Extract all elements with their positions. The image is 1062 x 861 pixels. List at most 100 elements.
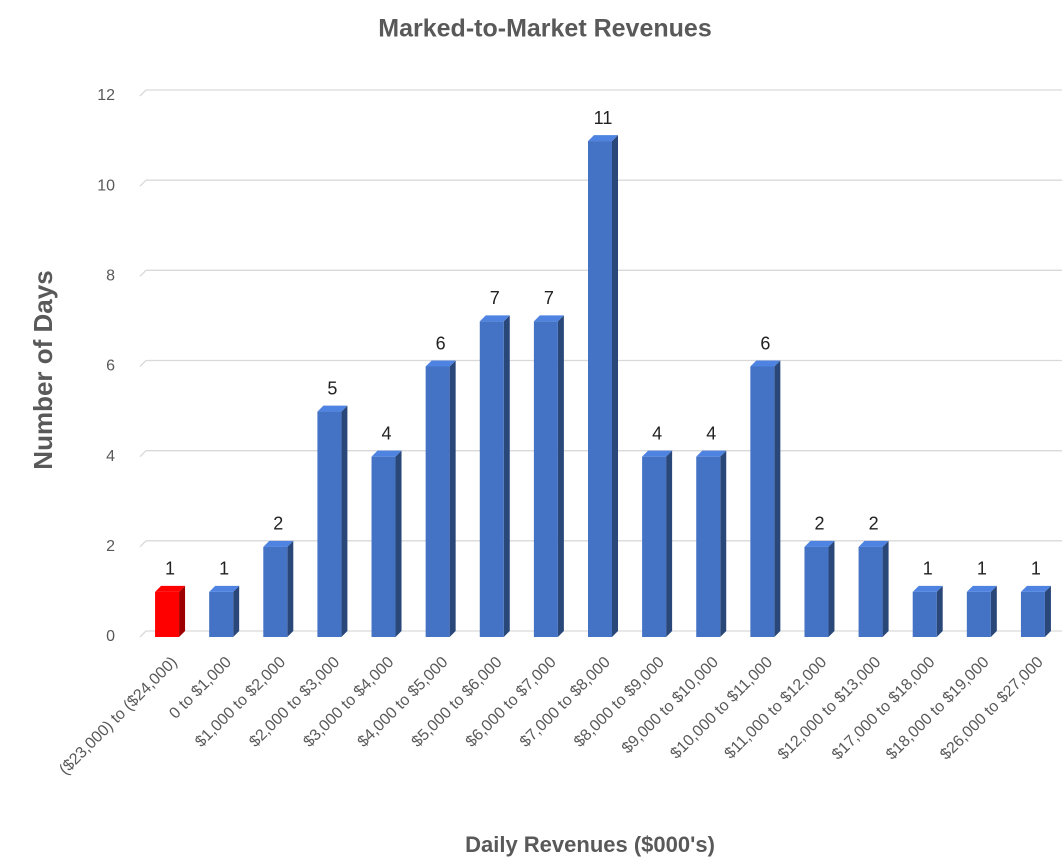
bar xyxy=(750,366,775,637)
bar-side xyxy=(720,450,727,637)
bar xyxy=(209,591,234,637)
bar-top xyxy=(750,360,781,367)
y-tick-label: 10 xyxy=(97,177,115,194)
bar-side xyxy=(1044,585,1051,637)
bar-top xyxy=(966,585,997,592)
bar xyxy=(425,366,450,637)
grid-line-edge xyxy=(139,89,147,97)
bar-top xyxy=(642,450,673,457)
x-tick-label: $3,000 to $4,000 xyxy=(300,654,397,751)
bar-side xyxy=(774,360,781,637)
bar-top xyxy=(858,540,889,547)
bar-side xyxy=(179,585,186,637)
bar-side xyxy=(503,315,510,637)
x-tick-label: $5,000 to $6,000 xyxy=(409,654,506,751)
x-tick-label: $1,000 to $2,000 xyxy=(192,654,289,751)
x-tick-label: $4,000 to $5,000 xyxy=(355,654,452,751)
bar xyxy=(155,591,180,637)
x-axis-label: Daily Revenues ($000's) xyxy=(465,832,715,857)
value-label: 6 xyxy=(436,333,446,353)
value-label: 1 xyxy=(1031,559,1041,579)
x-tick-label: $6,000 to $7,000 xyxy=(463,654,560,751)
bar-side xyxy=(828,540,835,637)
value-label: 1 xyxy=(219,559,229,579)
y-tick-label: 8 xyxy=(106,268,115,285)
grid-line-edge xyxy=(139,630,147,638)
value-label: 2 xyxy=(273,514,283,534)
grid-line-edge xyxy=(139,450,147,458)
y-tick-label: 2 xyxy=(106,538,115,555)
grid-line-edge xyxy=(139,360,147,367)
grid-line-edge xyxy=(139,179,147,187)
x-tick-label: $18,000 to $19,000 xyxy=(883,654,993,764)
bar-top xyxy=(425,360,456,367)
bar-top xyxy=(912,585,943,592)
bar-side xyxy=(341,405,348,637)
value-label: 6 xyxy=(760,333,770,353)
bar-top xyxy=(533,315,564,322)
x-tick-label: ($23,000) to ($24,000) xyxy=(56,654,181,779)
value-label: 7 xyxy=(490,288,500,308)
bar xyxy=(1020,591,1045,637)
bar-side xyxy=(449,360,456,637)
y-tick-label: 4 xyxy=(106,448,115,465)
x-tick-label: $9,000 to $10,000 xyxy=(619,654,722,757)
value-label: 2 xyxy=(869,514,879,534)
bar xyxy=(858,546,883,637)
bar-side xyxy=(395,450,402,637)
value-label: 2 xyxy=(814,514,824,534)
bar xyxy=(966,591,991,637)
bar-side xyxy=(612,135,618,638)
x-tick-label: $17,000 to $18,000 xyxy=(829,654,939,764)
bar-side xyxy=(990,585,997,637)
grid-line-edge xyxy=(139,540,147,548)
bar xyxy=(912,591,937,637)
bar-side xyxy=(936,585,943,637)
bar-top xyxy=(804,540,835,547)
value-label: 4 xyxy=(652,423,662,443)
value-label: 1 xyxy=(923,559,933,579)
bar xyxy=(696,456,721,637)
y-tick-label: 6 xyxy=(106,358,115,375)
bar-top xyxy=(1020,585,1051,592)
bar-side xyxy=(557,315,564,637)
bar-top xyxy=(155,585,186,592)
bar xyxy=(263,546,288,637)
bar xyxy=(371,456,396,637)
value-label: 1 xyxy=(977,559,987,579)
x-tick-label: $11,000 to $12,000 xyxy=(722,654,831,763)
bar-top xyxy=(263,540,294,547)
grid-line-edge xyxy=(139,269,147,277)
bar-top xyxy=(317,405,348,412)
value-label: 5 xyxy=(327,378,337,398)
bar-top xyxy=(696,450,727,457)
chart-title: Marked-to-Market Revenues xyxy=(378,15,711,43)
bar-side xyxy=(666,450,673,637)
y-axis-label: Number of Days xyxy=(28,270,58,469)
bar-side xyxy=(882,540,889,637)
bar-top xyxy=(479,315,510,322)
bar-side xyxy=(287,540,294,637)
bar-top xyxy=(209,585,240,592)
bar xyxy=(588,141,612,638)
value-label: 4 xyxy=(382,423,392,443)
bar-top xyxy=(588,135,618,142)
bar xyxy=(533,321,558,637)
bar-side xyxy=(233,585,240,637)
bar xyxy=(804,546,829,637)
x-tick-label: $26,000 to $27,000 xyxy=(937,654,1047,764)
value-label: 11 xyxy=(594,108,613,128)
y-tick-label: 0 xyxy=(106,628,115,645)
x-tick-label: $12,000 to $13,000 xyxy=(775,654,885,764)
value-label: 7 xyxy=(544,288,554,308)
bar xyxy=(317,411,342,637)
x-tick-label: $2,000 to $3,000 xyxy=(246,654,343,751)
bar-top xyxy=(371,450,402,457)
bar xyxy=(479,321,504,637)
y-tick-label: 12 xyxy=(97,87,115,104)
bar xyxy=(642,456,667,637)
x-tick-label: $8,000 to $9,000 xyxy=(571,654,668,751)
x-tick-label: $10,000 to $11,000 xyxy=(667,654,776,763)
x-tick-label: $7,000 to $8,000 xyxy=(517,654,614,751)
